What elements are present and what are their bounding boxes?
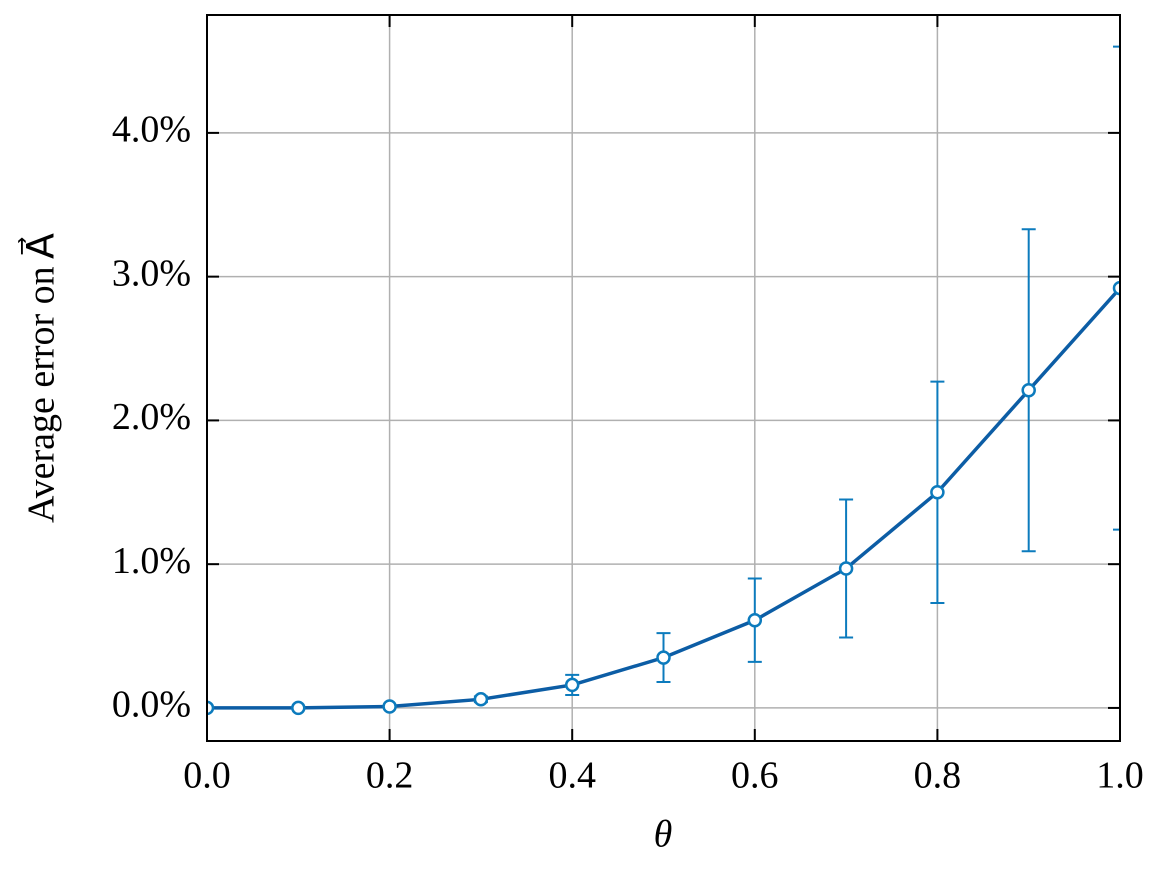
y-tick-label: 4.0% [112,109,191,151]
y-tick-label: 0.0% [112,684,191,726]
y-tick-label: 1.0% [112,540,191,582]
y-axis-label: Average error on A⃗ [18,233,63,523]
x-tick-label: 0.6 [731,755,779,797]
data-point [291,700,306,716]
data-point [473,692,489,707]
data-point [747,612,763,628]
data-point [838,561,854,576]
data-point [207,700,215,716]
y-tick-label: 2.0% [112,396,191,438]
data-point [656,650,671,665]
error-bar [1113,45,1120,531]
x-tick-label: 0.4 [548,755,596,797]
series-group [207,45,1120,716]
data-point [930,485,945,500]
plot-frame [206,14,1121,742]
data-point [1021,382,1036,398]
x-tick-label: 0.2 [366,755,414,797]
data-point [564,677,580,693]
x-tick-label: 0.8 [914,755,962,797]
x-tick-label: 0.0 [183,755,231,797]
x-tick-label: 1.0 [1096,755,1144,797]
data-point [382,699,397,714]
x-axis-label: θ [654,814,673,856]
data-point [1112,280,1120,296]
y-tick-label: 3.0% [112,252,191,294]
